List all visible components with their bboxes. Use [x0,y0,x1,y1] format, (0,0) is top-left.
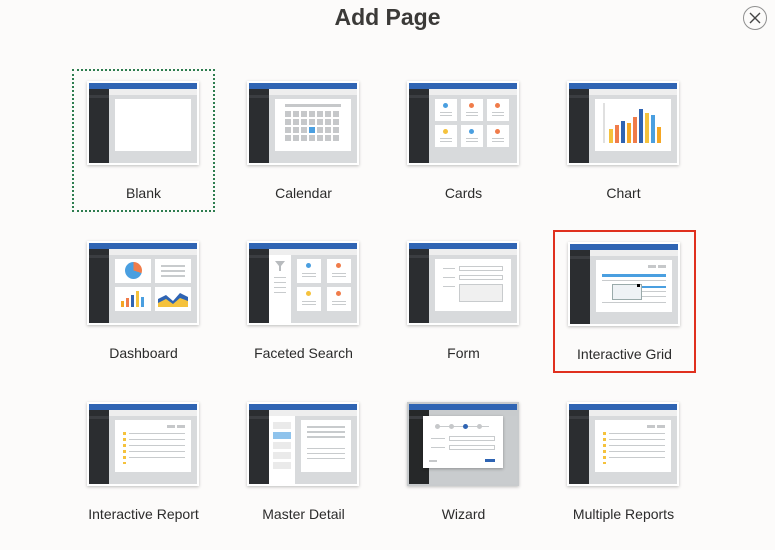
tile-chart[interactable]: Chart [552,69,695,212]
tile-label: Calendar [275,185,332,201]
tile-label: Interactive Grid [577,346,672,362]
tile-wizard[interactable]: Wizard [392,390,535,533]
tile-multiple-reports[interactable]: Multiple Reports [552,390,695,533]
faceted-search-thumbnail [247,241,359,325]
cards-thumbnail [407,81,519,165]
chart-thumbnail [567,81,679,165]
tile-calendar[interactable]: Calendar [232,69,375,212]
tile-form[interactable]: Form [392,229,535,372]
tile-cards[interactable]: Cards [392,69,535,212]
tile-interactive-report[interactable]: Interactive Report [72,390,215,533]
tile-label: Interactive Report [88,506,199,522]
tile-label: Multiple Reports [572,506,675,522]
tile-faceted-search[interactable]: Faceted Search [232,229,375,372]
close-button[interactable] [743,6,767,30]
tile-label: Dashboard [109,345,178,361]
tile-label: Cards [444,185,483,201]
form-thumbnail [407,241,519,325]
calendar-thumbnail [247,81,359,165]
interactive-grid-thumbnail [568,242,680,326]
tile-label: Blank [125,185,162,201]
dialog-title: Add Page [334,4,441,30]
tile-label: Form [447,345,480,361]
wizard-thumbnail [407,402,519,486]
tile-label: Wizard [441,506,486,522]
tile-label: Faceted Search [254,345,353,361]
dashboard-thumbnail [87,241,199,325]
close-icon [749,12,761,24]
tile-interactive-grid[interactable]: Interactive Grid [553,230,696,373]
tile-label: Master Detail [262,506,345,522]
multiple-reports-thumbnail [567,402,679,486]
master-detail-thumbnail [247,402,359,486]
interactive-report-thumbnail [87,402,199,486]
tile-blank[interactable]: Blank [72,69,215,212]
tile-label: Chart [606,185,641,201]
tile-master-detail[interactable]: Master Detail [232,390,375,533]
tile-dashboard[interactable]: Dashboard [72,229,215,372]
blank-thumbnail [87,81,199,165]
